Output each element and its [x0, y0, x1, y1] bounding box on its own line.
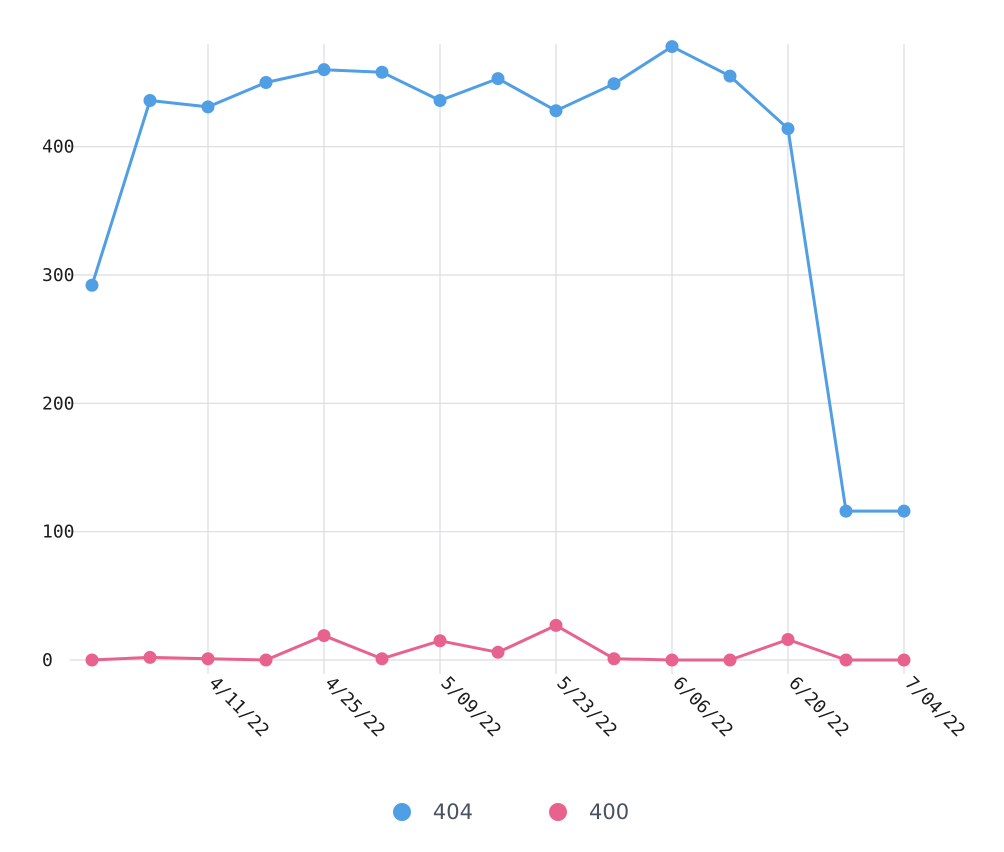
data-point-400[interactable] — [375, 652, 389, 666]
data-point-404[interactable] — [607, 77, 621, 91]
data-point-400[interactable] — [549, 618, 563, 632]
data-point-400[interactable] — [897, 653, 911, 667]
data-point-404[interactable] — [665, 40, 679, 54]
x-tick-label: 6/20/22 — [784, 673, 852, 741]
data-point-400[interactable] — [259, 653, 273, 667]
data-point-404[interactable] — [897, 504, 911, 518]
legend-item-404[interactable]: 404 — [375, 800, 473, 824]
series-points — [85, 40, 911, 667]
legend-dot-400 — [549, 803, 567, 821]
series-lines — [90, 45, 906, 662]
horizontal-gridlines — [70, 146, 904, 661]
x-tick-label: 5/23/22 — [552, 673, 620, 741]
data-point-404[interactable] — [491, 72, 505, 86]
data-point-400[interactable] — [723, 653, 737, 667]
data-point-404[interactable] — [375, 65, 389, 79]
data-point-400[interactable] — [143, 650, 157, 664]
y-axis-tick-labels: 0 100 200 300 400 — [42, 137, 75, 671]
data-point-404[interactable] — [85, 278, 99, 292]
data-point-400[interactable] — [665, 653, 679, 667]
y-tick-label: 400 — [42, 137, 75, 158]
data-point-400[interactable] — [491, 645, 505, 659]
legend-label-400: 400 — [589, 800, 630, 824]
data-point-400[interactable] — [433, 634, 447, 648]
data-point-400[interactable] — [85, 653, 99, 667]
data-point-404[interactable] — [723, 69, 737, 83]
data-point-400[interactable] — [201, 652, 215, 666]
data-point-404[interactable] — [259, 76, 273, 89]
data-point-404[interactable] — [839, 504, 853, 518]
x-tick-label: 6/06/22 — [668, 673, 736, 741]
x-tick-label: 4/11/22 — [204, 673, 272, 741]
data-point-404[interactable] — [317, 63, 331, 77]
data-point-404[interactable] — [549, 104, 563, 118]
y-tick-label: 100 — [42, 522, 75, 543]
y-tick-label: 0 — [42, 650, 53, 671]
data-point-404[interactable] — [433, 93, 447, 107]
data-point-404[interactable] — [143, 93, 157, 107]
legend: 404 400 — [0, 794, 1004, 830]
data-point-404[interactable] — [781, 122, 795, 136]
y-tick-label: 200 — [42, 393, 75, 414]
series-line-404 — [90, 45, 906, 513]
data-point-400[interactable] — [781, 632, 795, 646]
legend-label-404: 404 — [432, 800, 473, 824]
x-tick-label: 7/04/22 — [900, 673, 968, 741]
x-tick-label: 4/25/22 — [320, 673, 388, 741]
data-point-400[interactable] — [607, 652, 621, 666]
legend-dot-404 — [392, 803, 411, 821]
data-point-400[interactable] — [839, 653, 853, 667]
legend-item-400[interactable]: 400 — [531, 800, 629, 824]
y-tick-label: 300 — [42, 265, 75, 286]
vertical-gridlines — [207, 44, 905, 674]
data-point-400[interactable] — [317, 629, 331, 643]
x-tick-label: 5/09/22 — [436, 673, 504, 741]
x-axis-tick-labels: 4/11/22 4/25/22 5/09/22 5/23/22 6/06/22 6/20/… — [204, 673, 968, 741]
data-point-404[interactable] — [201, 100, 215, 114]
